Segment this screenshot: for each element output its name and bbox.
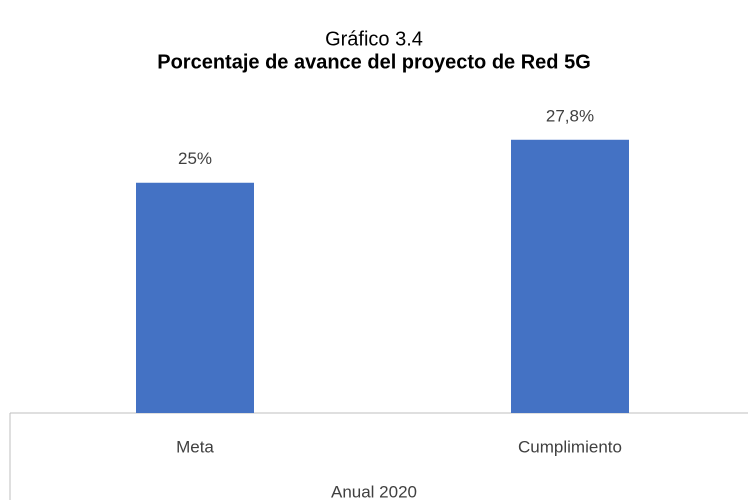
bar	[511, 139, 629, 413]
x-tick-label: Cumplimiento	[518, 437, 622, 456]
data-label: 27,8%	[546, 106, 594, 125]
chart-title: Gráfico 3.4	[325, 28, 423, 50]
data-label: 25%	[178, 149, 212, 168]
x-tick-label: Meta	[176, 437, 214, 456]
bar	[136, 182, 254, 413]
chart-subtitle: Porcentaje de avance del proyecto de Red…	[157, 51, 591, 73]
x-axis-label: Anual 2020	[331, 482, 417, 500]
